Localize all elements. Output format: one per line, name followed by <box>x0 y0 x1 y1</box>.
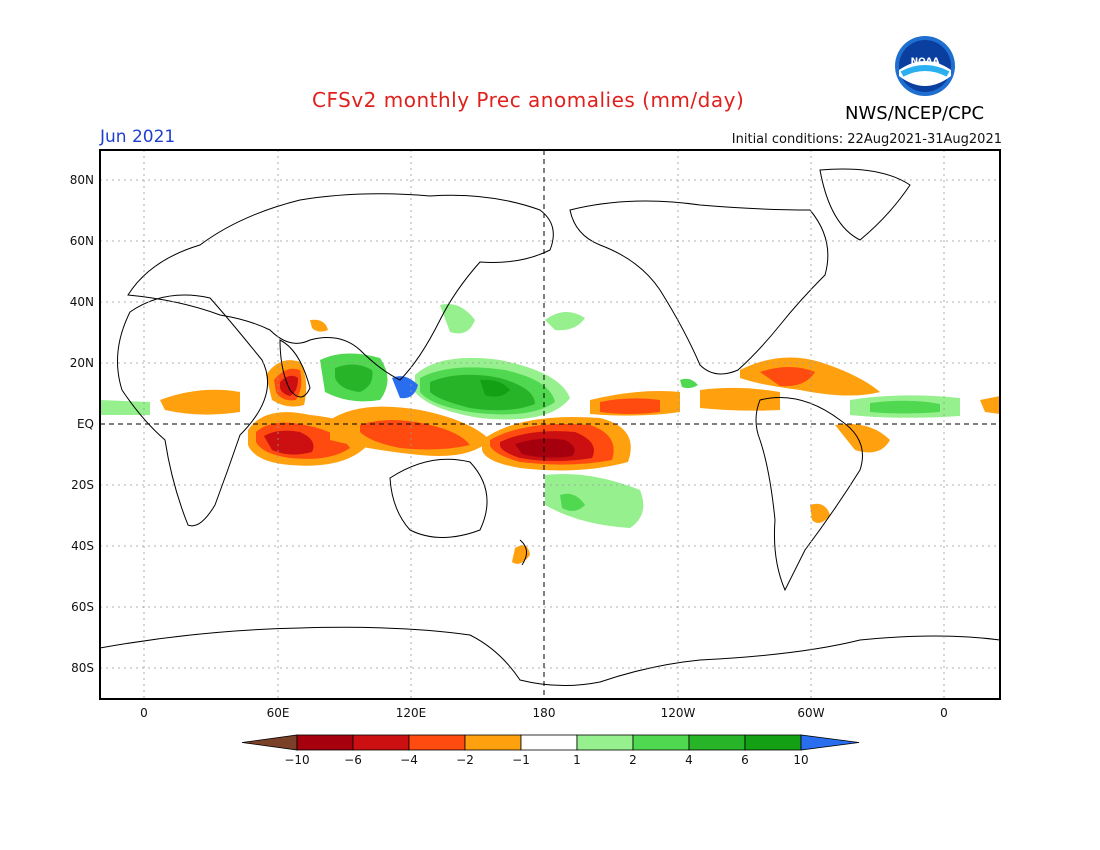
lat-label: EQ <box>77 417 94 431</box>
colorbar-label: 2 <box>629 753 637 767</box>
colorbar-swatch <box>352 734 410 751</box>
colorbar-label: −4 <box>400 753 418 767</box>
lat-label: 20N <box>70 356 94 370</box>
colorbar-label: 10 <box>793 753 808 767</box>
lon-axis: 0 60E 120E 180 120W 60W 0 <box>140 706 948 720</box>
lon-label: 120E <box>396 706 427 720</box>
lon-label: 0 <box>140 706 148 720</box>
svg-text:NOAA: NOAA <box>911 57 940 67</box>
map-frame <box>99 149 1001 700</box>
lat-label: 60N <box>70 234 94 248</box>
noaa-logo: NOAA <box>895 36 955 96</box>
agency-label: NWS/NCEP/CPC <box>845 103 985 124</box>
colorbar-high-extension <box>800 734 860 751</box>
colorbar-label: 6 <box>741 753 749 767</box>
colorbar: −10 −6 −4 −2 −1 1 2 4 6 10 <box>241 734 860 767</box>
lon-label: 60E <box>267 706 290 720</box>
lon-label: 60W <box>797 706 824 720</box>
colorbar-label: 4 <box>685 753 693 767</box>
lat-label: 40S <box>71 539 94 553</box>
colorbar-low-extension <box>241 734 298 751</box>
anomaly-shading <box>100 304 1000 564</box>
lat-label: 80S <box>71 661 94 675</box>
colorbar-label: −1 <box>512 753 530 767</box>
lat-label: 60S <box>71 600 94 614</box>
forecast-month: Jun 2021 <box>100 127 176 147</box>
colorbar-label: −6 <box>344 753 362 767</box>
lat-lon-grid <box>100 150 1000 699</box>
colorbar-swatch <box>688 734 746 751</box>
colorbar-label: 1 <box>573 753 581 767</box>
lon-label: 180 <box>533 706 556 720</box>
colorbar-swatch <box>464 734 522 751</box>
colorbar-swatch <box>520 734 578 751</box>
colorbar-swatch <box>408 734 466 751</box>
lon-label: 120W <box>661 706 696 720</box>
colorbar-swatch <box>296 734 354 751</box>
lon-label: 0 <box>940 706 948 720</box>
map-title: CFSv2 monthly Prec anomalies (mm/day) <box>312 88 745 112</box>
colorbar-label: −10 <box>284 753 309 767</box>
colorbar-swatch <box>576 734 634 751</box>
colorbar-swatch <box>632 734 690 751</box>
lat-axis: 80N 60N 40N 20N EQ 20S 40S 60S 80S <box>70 173 94 675</box>
colorbar-swatch <box>744 734 802 751</box>
lat-label: 20S <box>71 478 94 492</box>
initial-conditions: Initial conditions: 22Aug2021-31Aug2021 <box>731 132 1002 147</box>
coastlines <box>99 168 1001 687</box>
lat-label: 80N <box>70 173 94 187</box>
colorbar-label: −2 <box>456 753 474 767</box>
lat-label: 40N <box>70 295 94 309</box>
